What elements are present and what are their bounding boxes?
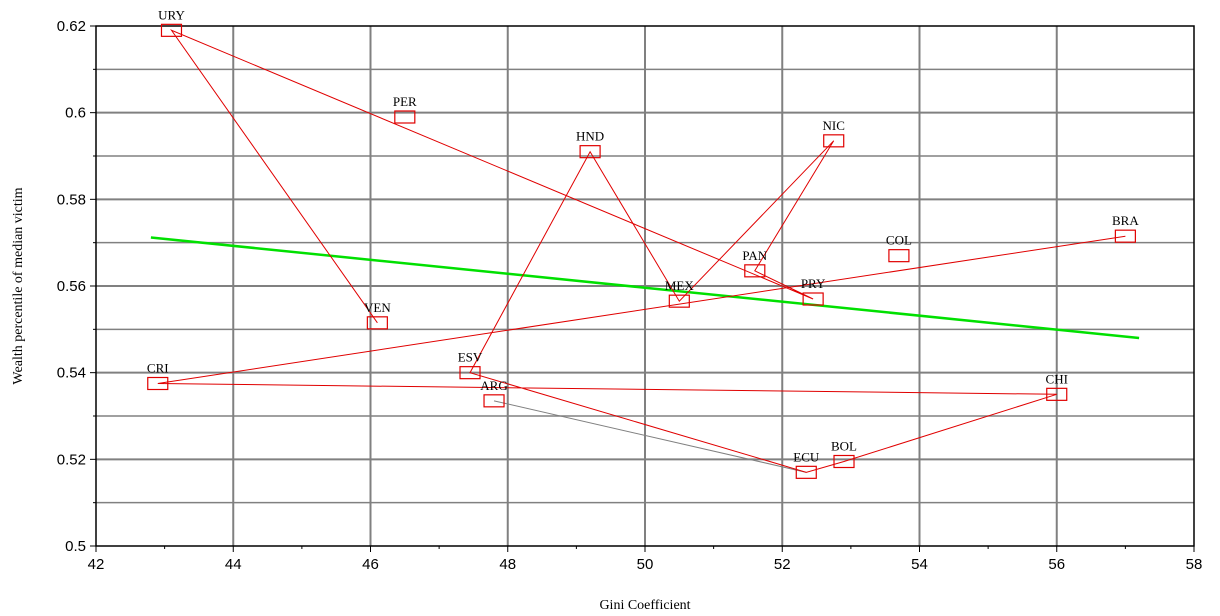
y-tick-label-0.56: 0.56 bbox=[57, 278, 86, 295]
x-tick-label-56: 56 bbox=[1048, 556, 1065, 573]
x-tick-label-52: 52 bbox=[774, 556, 791, 573]
point-label-hnd: HND bbox=[576, 129, 604, 144]
point-label-pan: PAN bbox=[742, 248, 767, 263]
data-lines bbox=[150, 29, 1140, 473]
y-tick-label-0.54: 0.54 bbox=[57, 365, 86, 382]
country-path bbox=[157, 29, 1126, 473]
point-marker-arg bbox=[483, 394, 505, 408]
y-tick-label-0.52: 0.52 bbox=[57, 451, 86, 468]
point-marker-pan bbox=[744, 264, 766, 278]
point-label-cri: CRI bbox=[147, 361, 169, 376]
data-points: URY PER HND NIC BRA COL PAN PRY MEX VEN CRI ESV ARG C… bbox=[147, 7, 1139, 479]
point-marker-col bbox=[888, 249, 910, 263]
point-label-per: PER bbox=[393, 94, 417, 109]
point-label-col: COL bbox=[886, 233, 912, 248]
point-marker-hnd bbox=[579, 145, 601, 159]
point-label-mex: MEX bbox=[665, 278, 695, 293]
y-tick-label-0.62: 0.62 bbox=[57, 18, 86, 35]
x-tick-label-48: 48 bbox=[499, 556, 516, 573]
x-tick-label-50: 50 bbox=[637, 556, 654, 573]
axis-ticks: 42 44 46 48 50 52 54 56 58 0.5 0.52 0.54 0.56 0.58 0.6… bbox=[57, 18, 1203, 573]
x-tick-label-44: 44 bbox=[225, 556, 242, 573]
point-marker-chi bbox=[1046, 387, 1068, 401]
point-marker-pry bbox=[802, 292, 824, 306]
grid bbox=[96, 26, 1194, 546]
point-label-bol: BOL bbox=[831, 439, 857, 454]
y-axis-title: Wealth percentile of median victim bbox=[11, 187, 26, 384]
point-label-nic: NIC bbox=[823, 118, 845, 133]
point-label-pry: PRY bbox=[801, 276, 826, 291]
point-label-chi: CHI bbox=[1046, 371, 1068, 386]
x-axis-title: Gini Coefficient bbox=[599, 598, 690, 613]
point-marker-ven bbox=[366, 316, 388, 330]
point-label-ven: VEN bbox=[364, 300, 391, 315]
x-tick-label-54: 54 bbox=[911, 556, 928, 573]
trend-line bbox=[150, 236, 1140, 340]
y-tick-label-0.6: 0.6 bbox=[65, 105, 86, 122]
point-marker-ury bbox=[160, 23, 183, 37]
point-label-esv: ESV bbox=[458, 350, 483, 365]
point-label-ury: URY bbox=[158, 7, 185, 22]
x-tick-label-58: 58 bbox=[1186, 556, 1203, 573]
point-label-bra: BRA bbox=[1112, 213, 1139, 228]
point-marker-mex bbox=[668, 294, 690, 308]
point-marker-bra bbox=[1114, 229, 1136, 243]
point-label-arg: ARG bbox=[480, 378, 507, 393]
point-marker-bol bbox=[833, 454, 855, 469]
point-label-ecu: ECU bbox=[793, 449, 820, 464]
point-marker-per bbox=[394, 110, 416, 124]
y-tick-label-0.5: 0.5 bbox=[65, 538, 86, 555]
x-tick-label-42: 42 bbox=[88, 556, 105, 573]
x-tick-label-46: 46 bbox=[362, 556, 379, 573]
y-tick-label-0.58: 0.58 bbox=[57, 191, 86, 208]
point-marker-esv bbox=[459, 366, 481, 380]
point-marker-nic bbox=[823, 134, 845, 148]
point-marker-cri bbox=[147, 376, 169, 391]
connector-line bbox=[493, 400, 807, 473]
point-marker-ecu bbox=[795, 465, 817, 479]
